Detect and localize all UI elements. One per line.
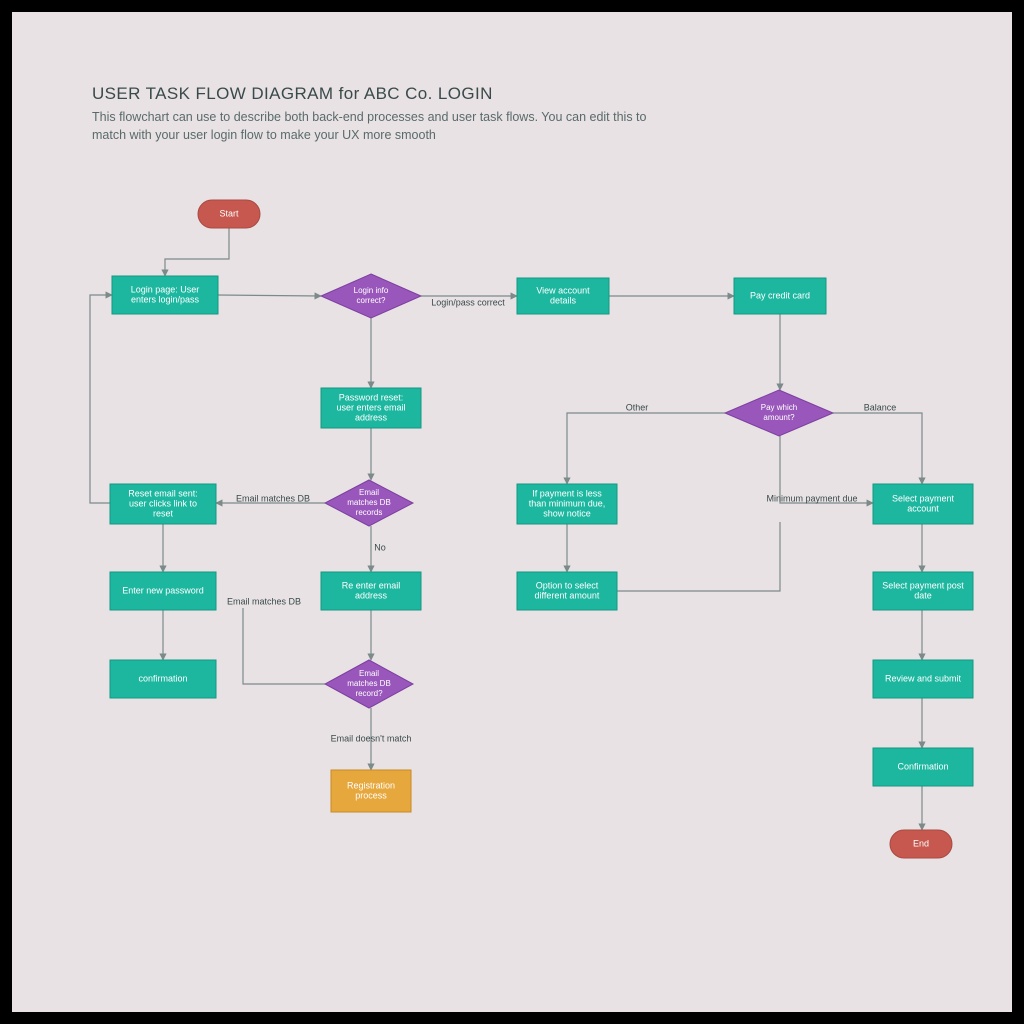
edge bbox=[567, 413, 725, 484]
node-label: confirmation bbox=[138, 673, 187, 683]
node-emailmatch2: Emailmatches DBrecord? bbox=[325, 660, 413, 708]
node-label: matches DB bbox=[347, 498, 391, 507]
node-label: End bbox=[913, 838, 929, 848]
edge-label: Other bbox=[626, 402, 649, 412]
node-label: Review and submit bbox=[885, 673, 962, 683]
edge-label: Email matches DB bbox=[236, 493, 310, 503]
node-label: amount? bbox=[763, 413, 795, 422]
node-label: View account bbox=[536, 285, 590, 295]
node-resetemail: Reset email sent:user clicks link torese… bbox=[110, 484, 216, 524]
node-label: user clicks link to bbox=[129, 498, 197, 508]
node-enternew: Enter new password bbox=[110, 572, 216, 610]
node-confirm1: confirmation bbox=[110, 660, 216, 698]
node-end: End bbox=[890, 830, 952, 858]
node-label: Login page: User bbox=[131, 284, 200, 294]
node-view: View accountdetails bbox=[517, 278, 609, 314]
node-label: enters login/pass bbox=[131, 294, 200, 304]
node-selpost: Select payment postdate bbox=[873, 572, 973, 610]
node-label: Password reset: bbox=[339, 392, 404, 402]
node-reenter: Re enter emailaddress bbox=[321, 572, 421, 610]
node-label: reset bbox=[153, 508, 174, 518]
node-label: correct? bbox=[357, 296, 386, 305]
node-regproc: Registrationprocess bbox=[331, 770, 411, 812]
node-emailmatch: Emailmatches DBrecords bbox=[325, 480, 413, 526]
flowchart-canvas: Login/pass correct Email matches DB No Emai… bbox=[12, 12, 1012, 1012]
edge-label: Balance bbox=[864, 402, 897, 412]
node-label: matches DB bbox=[347, 679, 391, 688]
edge bbox=[165, 228, 229, 276]
node-label: Reset email sent: bbox=[128, 488, 198, 498]
node-label: Re enter email bbox=[342, 580, 401, 590]
node-label: date bbox=[914, 590, 932, 600]
node-paycc: Pay credit card bbox=[734, 278, 826, 314]
node-start: Start bbox=[198, 200, 260, 228]
node-option: Option to selectdifferent amount bbox=[517, 572, 617, 610]
node-label: account bbox=[907, 503, 939, 513]
edge bbox=[833, 413, 922, 484]
node-ifless: If payment is lessthan minimum due,show … bbox=[517, 484, 617, 524]
node-label: process bbox=[355, 790, 387, 800]
node-pwreset: Password reset:user enters emailaddress bbox=[321, 388, 421, 428]
node-label: record? bbox=[355, 689, 383, 698]
edge-label: No bbox=[374, 542, 386, 552]
node-loginok: Login infocorrect? bbox=[321, 274, 421, 318]
node-label: Start bbox=[219, 208, 239, 218]
node-label: address bbox=[355, 590, 388, 600]
node-label: Email bbox=[359, 488, 379, 497]
node-paywhich: Pay whichamount? bbox=[725, 390, 833, 436]
node-label: Enter new password bbox=[122, 585, 204, 595]
node-label: Login info bbox=[354, 286, 389, 295]
node-label: Select payment post bbox=[882, 580, 964, 590]
node-label: user enters email bbox=[336, 402, 405, 412]
node-label: Pay which bbox=[761, 403, 797, 412]
node-label: Select payment bbox=[892, 493, 955, 503]
edge-label: Email doesn't match bbox=[331, 733, 412, 743]
edge bbox=[90, 295, 112, 503]
node-confirm2: Confirmation bbox=[873, 748, 973, 786]
node-label: Option to select bbox=[536, 580, 599, 590]
edge-label: Login/pass correct bbox=[431, 297, 505, 307]
node-label: Confirmation bbox=[897, 761, 948, 771]
node-label: records bbox=[356, 508, 383, 517]
edge-label: Email matches DB bbox=[227, 596, 301, 606]
edge-label: Minimum payment due bbox=[766, 493, 857, 503]
node-label: Registration bbox=[347, 780, 395, 790]
node-label: than minimum due, bbox=[529, 498, 606, 508]
node-login: Login page: Userenters login/pass bbox=[112, 276, 218, 314]
edge bbox=[617, 522, 780, 591]
node-label: Pay credit card bbox=[750, 290, 810, 300]
node-label: address bbox=[355, 412, 388, 422]
node-label: show notice bbox=[543, 508, 591, 518]
edge bbox=[243, 608, 325, 684]
edge bbox=[218, 295, 321, 296]
node-label: Email bbox=[359, 669, 379, 678]
node-selacct: Select paymentaccount bbox=[873, 484, 973, 524]
node-review: Review and submit bbox=[873, 660, 973, 698]
node-label: different amount bbox=[535, 590, 600, 600]
node-label: details bbox=[550, 295, 577, 305]
node-label: If payment is less bbox=[532, 488, 602, 498]
